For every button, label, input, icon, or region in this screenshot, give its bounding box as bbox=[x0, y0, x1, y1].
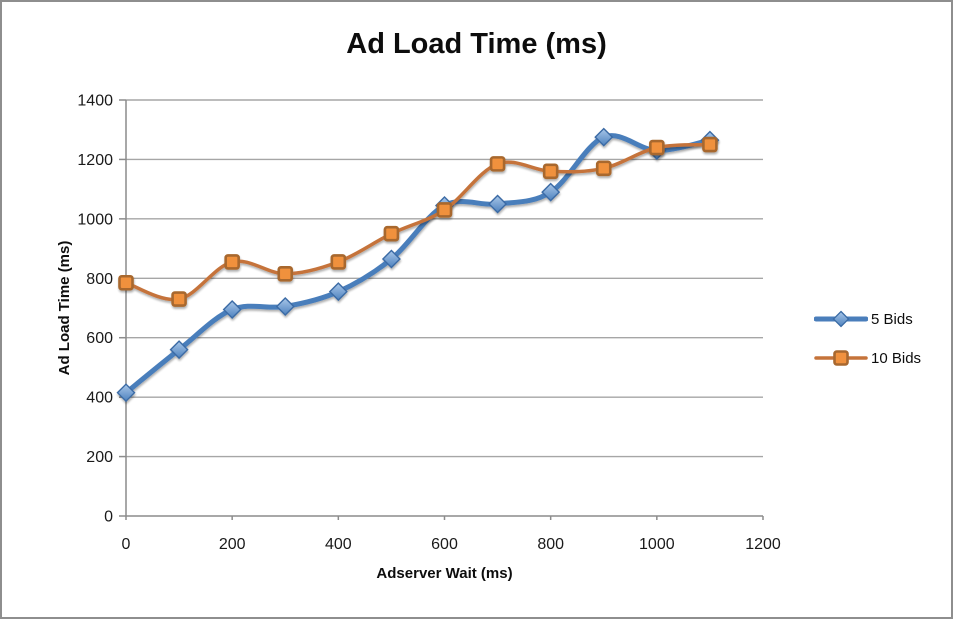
y-tick-label-800: 800 bbox=[86, 271, 113, 288]
gridlines bbox=[126, 99, 763, 458]
legend-marker-diamond bbox=[832, 310, 850, 328]
marker-square bbox=[277, 266, 294, 282]
marker-square bbox=[702, 136, 718, 153]
series-line bbox=[124, 142, 712, 302]
x-tick-label-1000: 1000 bbox=[639, 536, 675, 553]
marker-diamond bbox=[488, 194, 508, 214]
marker-square bbox=[383, 225, 400, 242]
series-line bbox=[123, 133, 713, 396]
legend-item-10-bids: 10 Bids bbox=[814, 349, 921, 367]
legend-sample-10-bids bbox=[814, 350, 868, 366]
x-tick-label-200: 200 bbox=[219, 536, 246, 553]
legend-label-5-bids: 5 Bids bbox=[871, 310, 913, 328]
tick-labels: 0 200 400 600 800 1000 1200 1400 0 200 400 600 800 10… bbox=[77, 93, 780, 554]
x-tick-label-0: 0 bbox=[122, 536, 131, 553]
marker-diamond bbox=[169, 340, 189, 360]
x-tick-label-400: 400 bbox=[325, 536, 352, 553]
marker-square bbox=[542, 163, 559, 180]
marker-square bbox=[118, 274, 134, 291]
marker-diamond bbox=[594, 127, 614, 147]
legend-item-5-bids: 5 Bids bbox=[814, 310, 921, 328]
marker-diamond bbox=[222, 299, 242, 319]
y-tick-label-200: 200 bbox=[86, 449, 113, 466]
x-tick-label-600: 600 bbox=[431, 536, 458, 553]
marker-square bbox=[489, 156, 506, 172]
series-5-bids bbox=[116, 127, 720, 403]
marker-square bbox=[171, 291, 187, 307]
y-axis-title: Ad Load Time (ms) bbox=[56, 240, 73, 376]
marker-square bbox=[224, 254, 240, 270]
chart-title: Ad Load Time (ms) bbox=[346, 28, 607, 60]
marker-diamond bbox=[275, 297, 295, 317]
marker-square bbox=[649, 139, 665, 156]
axes bbox=[119, 99, 764, 520]
series-10-bids bbox=[118, 136, 718, 307]
x-tick-label-800: 800 bbox=[537, 536, 564, 553]
y-tick-label-0: 0 bbox=[104, 509, 113, 526]
y-tick-label-400: 400 bbox=[86, 390, 113, 407]
y-tick-label-1200: 1200 bbox=[77, 152, 113, 169]
legend-sample-5-bids bbox=[814, 310, 868, 328]
y-tick-label-600: 600 bbox=[86, 330, 113, 347]
legend: 5 Bids 10 Bids bbox=[814, 310, 921, 367]
y-tick-label-1400: 1400 bbox=[77, 93, 113, 110]
x-tick-label-1200: 1200 bbox=[745, 536, 781, 553]
legend-marker-square bbox=[833, 350, 849, 366]
marker-diamond bbox=[328, 282, 348, 302]
legend-label-10-bids: 10 Bids bbox=[871, 349, 922, 367]
marker-square bbox=[330, 254, 347, 270]
marker-square bbox=[436, 202, 453, 218]
marker-diamond bbox=[541, 182, 561, 202]
marker-square bbox=[595, 160, 612, 177]
y-tick-label-1000: 1000 bbox=[77, 211, 113, 228]
marker-diamond bbox=[381, 249, 401, 269]
marker-diamond bbox=[116, 383, 136, 403]
x-axis-title: Adserver Wait (ms) bbox=[376, 565, 513, 582]
